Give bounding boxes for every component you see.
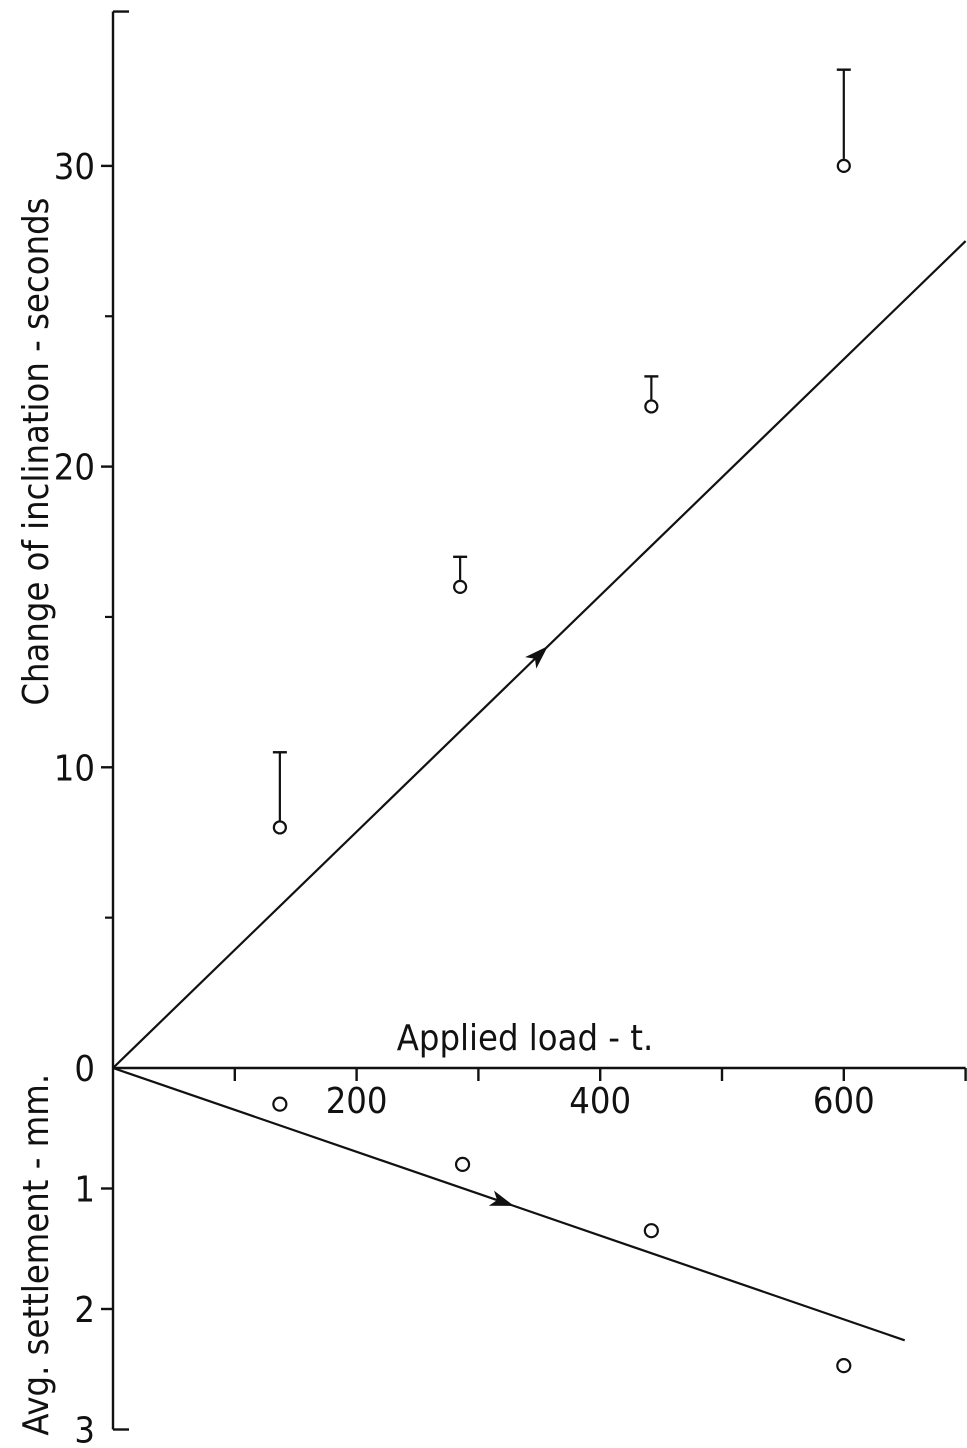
y-tick-label-lower: 1 (74, 1170, 95, 1211)
settlement-fit-line-arrow (488, 1190, 515, 1206)
inclination-point (272, 820, 287, 835)
y-tick-label-upper: 0 (74, 1049, 95, 1090)
y-axis-title-upper: Change of inclination - seconds (16, 197, 57, 705)
inclination-point (644, 399, 659, 414)
y-tick-label-upper: 10 (54, 748, 95, 789)
inclination-point (836, 158, 851, 173)
x-tick-label: 400 (569, 1081, 631, 1122)
fit-lines (112, 240, 967, 1342)
y-axis-title-lower: Avg. settlement - mm. (16, 1074, 57, 1436)
x-tick-label: 600 (813, 1081, 875, 1122)
y-tick-label-upper: 20 (54, 448, 95, 489)
x-tick-label: 200 (326, 1081, 388, 1122)
inclination-point (453, 579, 468, 594)
y-tick-label-lower: 2 (74, 1290, 95, 1331)
settlement-point (454, 1156, 471, 1173)
settlement-point (836, 1358, 852, 1374)
ticks: 0 10 20 30 1 2 3 200 400 600 (54, 147, 967, 1448)
axes (111, 10, 966, 1431)
settlement-point (643, 1223, 659, 1239)
inclination-fit-line-arrow (525, 646, 548, 669)
y-tick-label-upper: 30 (54, 147, 95, 188)
y-tick-label-lower: 3 (74, 1411, 95, 1448)
data-marks (272, 68, 852, 1374)
x-axis-title: Applied load - t. (397, 1018, 654, 1059)
settlement-point (272, 1096, 288, 1112)
